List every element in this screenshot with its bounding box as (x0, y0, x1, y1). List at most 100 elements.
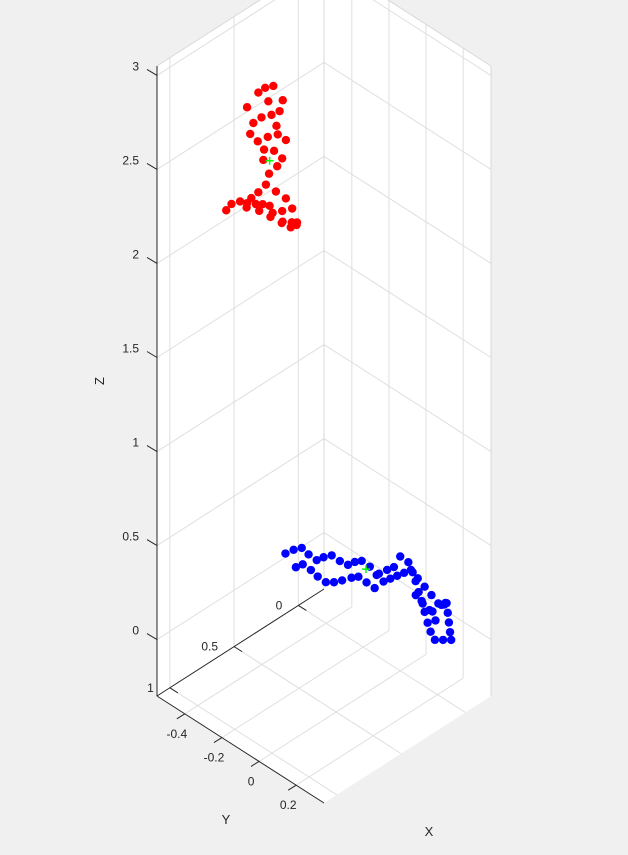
data-point (266, 212, 275, 222)
data-point (278, 96, 287, 105)
data-point (431, 616, 440, 625)
data-point (289, 545, 298, 554)
data-point (357, 556, 366, 566)
data-point (350, 557, 360, 567)
data-point (382, 565, 392, 575)
z-tick (146, 257, 158, 264)
z-tick-label: 0 (132, 624, 139, 638)
data-point (281, 194, 291, 203)
data-point (313, 572, 322, 581)
x-tick-label: -0.4 (166, 727, 187, 741)
data-point (427, 590, 436, 600)
data-point (269, 81, 278, 91)
data-point (444, 618, 454, 627)
data-point (389, 562, 399, 572)
x-gridline (184, 606, 353, 715)
data-point (277, 154, 287, 163)
data-point (321, 578, 331, 587)
data-point (272, 162, 282, 171)
tick-labels: 0 0.5 1 1.5 2 2.5 3 -0.4 -0.2 0 0.2 0 0.5 1 (122, 59, 307, 812)
z-tick-label: 1 (132, 436, 139, 450)
z-gridline (156, 62, 325, 170)
x-tick (213, 737, 223, 744)
data-point (264, 97, 273, 106)
y-tick (233, 646, 243, 653)
data-point (329, 578, 339, 587)
data-point (275, 106, 284, 116)
z-tick-label: 2.5 (122, 153, 139, 167)
data-point (423, 618, 432, 627)
data-point (319, 553, 328, 562)
data-point (246, 129, 255, 139)
x-gridline (258, 653, 427, 762)
data-point (265, 201, 274, 211)
z-tick-label: 1.5 (122, 341, 139, 355)
data-point (442, 598, 451, 608)
series-3 (281, 543, 456, 645)
z-tick (146, 163, 158, 170)
data-point (354, 572, 363, 581)
centroid-marker (361, 565, 370, 574)
data-point (312, 555, 321, 565)
data-point (277, 206, 287, 216)
y-tick (169, 687, 179, 694)
data-point (411, 590, 420, 600)
x-axis-label: X (425, 824, 434, 839)
y-tick (298, 605, 307, 611)
data-point (347, 573, 356, 582)
data-point (304, 550, 313, 559)
x-tick-label: -0.2 (204, 751, 225, 765)
z-tick-label: 0.5 (122, 530, 139, 544)
z-axis-label: Z (92, 377, 107, 385)
data-point (337, 576, 347, 585)
data-point (430, 635, 440, 645)
data-point (426, 627, 435, 636)
data-point (408, 568, 417, 577)
data-point (362, 578, 371, 587)
data-points (222, 81, 456, 645)
y-tick-label: 1 (147, 681, 154, 695)
z-tick (146, 633, 158, 641)
data-point (374, 569, 384, 578)
data-point (227, 199, 236, 209)
series-4 (361, 565, 370, 574)
z-gridline (156, 156, 325, 264)
data-point (335, 556, 345, 566)
data-point (259, 155, 268, 165)
x-tick-label: 0.2 (280, 798, 297, 812)
data-point (386, 574, 395, 583)
data-point (267, 110, 276, 120)
data-point (306, 565, 316, 575)
y-axis-label: Y (222, 812, 231, 827)
data-point (242, 103, 252, 112)
data-point (264, 169, 274, 178)
data-point (242, 198, 252, 208)
series-2 (265, 156, 274, 165)
data-point (438, 635, 448, 645)
z-tick (146, 445, 158, 452)
data-point (327, 551, 336, 560)
data-point (393, 571, 402, 580)
z-gridline (156, 344, 325, 452)
data-point (253, 137, 262, 146)
data-point (251, 199, 261, 209)
data-point (254, 206, 264, 216)
z-tick-label: 2 (132, 247, 139, 261)
box-edge (156, 0, 261, 67)
data-point (271, 187, 281, 196)
series-1 (222, 81, 302, 232)
data-point (277, 218, 286, 228)
data-point (418, 599, 427, 608)
grid-lines (156, 0, 492, 796)
z-gridline (156, 438, 325, 546)
data-point (273, 130, 282, 139)
data-point (379, 577, 388, 586)
data-point (281, 135, 291, 145)
data-point (269, 146, 279, 156)
x-gridline (221, 630, 390, 739)
x-tick (176, 713, 186, 720)
data-point (258, 199, 267, 209)
data-point (260, 83, 270, 93)
z-tick-label: 3 (132, 59, 139, 73)
